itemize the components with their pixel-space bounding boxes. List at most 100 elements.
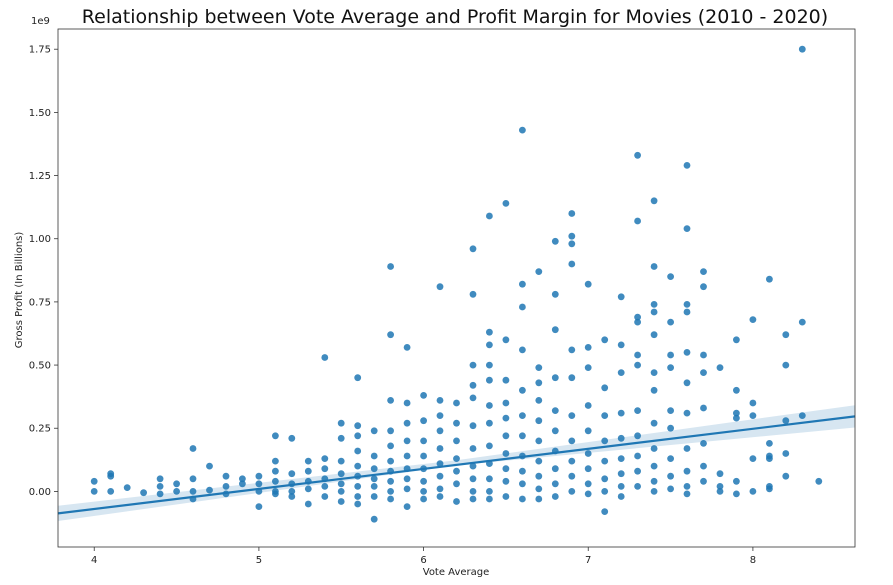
data-point (486, 475, 493, 483)
data-point (519, 432, 526, 440)
points-layer (90, 45, 823, 523)
data-point (140, 489, 148, 497)
x-ticks: 4 5 6 7 8 (91, 547, 756, 566)
y-tick-label: 0.00 (29, 487, 51, 498)
data-point (239, 475, 246, 483)
data-point (486, 442, 493, 450)
data-point (469, 488, 477, 495)
data-point (683, 225, 691, 233)
data-point (486, 419, 493, 427)
data-point (370, 427, 378, 435)
data-point (453, 455, 460, 462)
data-point (617, 455, 625, 462)
data-point (486, 488, 493, 495)
data-point (650, 477, 658, 485)
data-point (601, 336, 609, 344)
data-point (798, 412, 806, 419)
data-point (601, 475, 609, 483)
data-point (568, 232, 576, 240)
data-point (502, 432, 510, 440)
data-point (519, 412, 526, 419)
data-point (634, 217, 641, 225)
data-point (453, 399, 460, 407)
data-point (486, 212, 493, 220)
y-tick-label: 1.00 (29, 234, 51, 245)
data-point (107, 472, 115, 480)
data-point (634, 407, 641, 414)
data-point (486, 376, 493, 384)
data-point (798, 318, 806, 326)
data-point (766, 485, 773, 493)
data-point (749, 412, 757, 419)
data-point (321, 483, 329, 490)
data-point (156, 490, 164, 498)
data-point (584, 480, 592, 488)
data-point (206, 486, 213, 494)
y-tick-label: 1.75 (29, 45, 51, 56)
data-point (403, 475, 411, 483)
data-point (601, 457, 609, 465)
data-point (354, 374, 362, 382)
data-point (502, 450, 510, 457)
data-point (288, 434, 296, 442)
data-point (782, 472, 790, 480)
data-point (782, 450, 790, 457)
x-tick-label: 7 (585, 555, 591, 566)
data-point (782, 417, 790, 425)
data-point (733, 336, 740, 344)
data-point (551, 407, 559, 414)
data-point (667, 318, 674, 326)
data-point (519, 126, 526, 134)
data-point (601, 508, 609, 515)
data-point (683, 379, 691, 387)
data-point (535, 268, 543, 275)
data-point (469, 475, 477, 483)
data-point (403, 485, 411, 493)
data-point (354, 422, 362, 430)
data-point (420, 437, 427, 445)
data-point (173, 488, 181, 495)
data-point (469, 290, 477, 298)
data-point (420, 417, 427, 425)
data-point (239, 480, 246, 488)
data-point (733, 386, 740, 394)
data-point (700, 404, 707, 412)
data-point (634, 351, 641, 359)
y-ticks: 0.00 0.25 0.50 0.75 1.00 1.25 1.50 1.75 (29, 45, 58, 498)
data-point (255, 472, 263, 480)
data-point (519, 495, 526, 503)
data-point (502, 465, 510, 473)
data-point (173, 480, 181, 488)
data-point (469, 495, 477, 503)
data-point (617, 470, 625, 478)
data-point (222, 472, 230, 480)
data-point (700, 283, 707, 291)
data-point (634, 313, 641, 321)
data-point (601, 412, 609, 419)
y-tick-label: 1.25 (29, 171, 51, 182)
data-point (766, 455, 773, 462)
data-point (321, 465, 329, 473)
data-point (272, 477, 279, 485)
data-point (535, 485, 543, 493)
data-point (354, 483, 362, 490)
data-point (650, 301, 658, 308)
data-point (387, 331, 394, 339)
data-point (453, 467, 460, 475)
data-point (749, 399, 757, 407)
data-point (436, 472, 444, 480)
data-point (551, 427, 559, 435)
y-tick-label: 1.50 (29, 108, 51, 119)
data-point (650, 488, 658, 495)
data-point (288, 488, 296, 495)
data-point (469, 462, 477, 470)
data-point (453, 480, 460, 488)
data-point (650, 331, 658, 339)
x-axis-label: Vote Average (423, 567, 490, 578)
data-point (634, 361, 641, 369)
data-point (782, 331, 790, 339)
data-point (304, 467, 312, 475)
data-point (387, 442, 394, 450)
data-point (568, 240, 576, 248)
data-point (650, 445, 658, 452)
